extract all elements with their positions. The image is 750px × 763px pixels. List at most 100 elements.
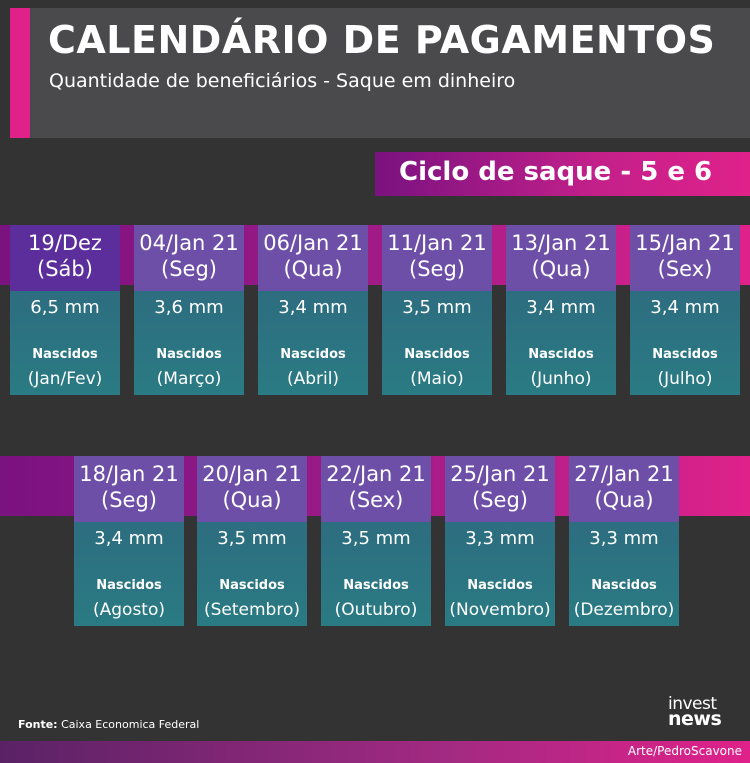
card-quantity: 3,5 mm [217, 528, 287, 549]
page-title: CALENDÁRIO DE PAGAMENTOS [48, 18, 716, 62]
header-panel: CALENDÁRIO DE PAGAMENTOS Quantidade de b… [10, 8, 750, 138]
payment-card: 06/Jan 21 (Qua) 3,4 mm Nascidos (Abril) [258, 225, 368, 395]
investnews-logo: invest news [668, 694, 740, 733]
source-label: Fonte: [18, 718, 58, 731]
card-date: 27/Jan 21 [574, 462, 674, 486]
card-born-label: Nascidos [96, 578, 162, 593]
card-date-header: 11/Jan 21 (Seg) [382, 225, 492, 291]
cycle-banner: Ciclo de saque - 5 e 6 [375, 152, 750, 196]
card-date: 15/Jan 21 [635, 231, 735, 255]
card-born-label: Nascidos [528, 347, 594, 362]
card-weekday: (Seg) [161, 257, 217, 281]
card-date-header: 27/Jan 21 (Qua) [569, 456, 679, 522]
payment-card: 11/Jan 21 (Seg) 3,5 mm Nascidos (Maio) [382, 225, 492, 395]
card-birth-month: (Jan/Fev) [27, 369, 103, 389]
card-body: 3,3 mm Nascidos (Novembro) [445, 522, 555, 626]
card-quantity: 3,5 mm [341, 528, 411, 549]
card-born-label: Nascidos [343, 578, 409, 593]
card-quantity: 6,5 mm [30, 297, 100, 318]
card-born-label: Nascidos [156, 347, 222, 362]
card-birth-month: (Abril) [286, 369, 340, 389]
card-date: 19/Dez [28, 231, 102, 255]
card-date-header: 04/Jan 21 (Seg) [134, 225, 244, 291]
card-date: 04/Jan 21 [139, 231, 239, 255]
card-quantity: 3,4 mm [650, 297, 720, 318]
card-weekday: (Qua) [531, 257, 591, 281]
card-date: 13/Jan 21 [511, 231, 611, 255]
page-subtitle: Quantidade de beneficiários - Saque em d… [49, 70, 516, 92]
card-born-label: Nascidos [467, 578, 533, 593]
card-body: 3,4 mm Nascidos (Julho) [630, 291, 740, 395]
card-quantity: 3,3 mm [465, 528, 535, 549]
card-quantity: 3,4 mm [526, 297, 596, 318]
card-date-header: 06/Jan 21 (Qua) [258, 225, 368, 291]
card-quantity: 3,4 mm [278, 297, 348, 318]
card-quantity: 3,4 mm [94, 528, 164, 549]
card-body: 3,5 mm Nascidos (Outubro) [321, 522, 431, 626]
card-body: 3,4 mm Nascidos (Abril) [258, 291, 368, 395]
card-date-header: 20/Jan 21 (Qua) [197, 456, 307, 522]
payment-card: 22/Jan 21 (Sex) 3,5 mm Nascidos (Outubro… [321, 456, 431, 626]
card-date-header: 19/Dez (Sáb) [10, 225, 120, 291]
card-body: 3,4 mm Nascidos (Junho) [506, 291, 616, 395]
card-birth-month: (Novembro) [449, 600, 551, 620]
card-quantity: 3,6 mm [154, 297, 224, 318]
payment-card: 25/Jan 21 (Seg) 3,3 mm Nascidos (Novembr… [445, 456, 555, 626]
card-birth-month: (Setembro) [203, 600, 300, 620]
card-birth-month: (Junho) [530, 369, 592, 389]
card-birth-month: (Maio) [410, 369, 464, 389]
card-birth-month: (Março) [156, 369, 222, 389]
card-date: 11/Jan 21 [387, 231, 487, 255]
card-birth-month: (Agosto) [92, 600, 165, 620]
logo-line1: invest [668, 694, 717, 714]
card-date: 18/Jan 21 [79, 462, 179, 486]
card-body: 3,4 mm Nascidos (Agosto) [74, 522, 184, 626]
source-text: Caixa Economica Federal [61, 718, 200, 731]
card-born-label: Nascidos [591, 578, 657, 593]
logo-line2: news [668, 708, 722, 730]
card-weekday: (Qua) [222, 488, 282, 512]
card-weekday: (Seg) [101, 488, 157, 512]
card-born-label: Nascidos [404, 347, 470, 362]
card-born-label: Nascidos [652, 347, 718, 362]
card-date-header: 25/Jan 21 (Seg) [445, 456, 555, 522]
card-weekday: (Qua) [283, 257, 343, 281]
payment-card: 13/Jan 21 (Qua) 3,4 mm Nascidos (Junho) [506, 225, 616, 395]
card-weekday: (Qua) [594, 488, 654, 512]
card-weekday: (Sex) [348, 488, 404, 512]
card-body: 3,5 mm Nascidos (Maio) [382, 291, 492, 395]
card-birth-month: (Julho) [657, 369, 713, 389]
card-born-label: Nascidos [32, 347, 98, 362]
header-accent-bar [10, 8, 30, 138]
card-quantity: 3,3 mm [589, 528, 659, 549]
card-date-header: 22/Jan 21 (Sex) [321, 456, 431, 522]
card-date: 20/Jan 21 [202, 462, 302, 486]
footer-bar: Arte/PedroScavone [0, 741, 750, 763]
card-weekday: (Seg) [472, 488, 528, 512]
card-weekday: (Sex) [657, 257, 713, 281]
card-born-label: Nascidos [219, 578, 285, 593]
payment-card: 18/Jan 21 (Seg) 3,4 mm Nascidos (Agosto) [74, 456, 184, 626]
card-weekday: (Sáb) [37, 257, 93, 281]
card-weekday: (Seg) [409, 257, 465, 281]
row1-band [0, 225, 750, 285]
card-body: 3,3 mm Nascidos (Dezembro) [569, 522, 679, 626]
card-date-header: 15/Jan 21 (Sex) [630, 225, 740, 291]
payment-card: 04/Jan 21 (Seg) 3,6 mm Nascidos (Março) [134, 225, 244, 395]
source-note: Fonte: Caixa Economica Federal [18, 718, 199, 731]
card-body: 3,6 mm Nascidos (Março) [134, 291, 244, 395]
card-date-header: 13/Jan 21 (Qua) [506, 225, 616, 291]
card-date: 06/Jan 21 [263, 231, 363, 255]
payment-card: 15/Jan 21 (Sex) 3,4 mm Nascidos (Julho) [630, 225, 740, 395]
card-born-label: Nascidos [280, 347, 346, 362]
card-birth-month: (Outubro) [334, 600, 418, 620]
card-date-header: 18/Jan 21 (Seg) [74, 456, 184, 522]
card-body: 6,5 mm Nascidos (Jan/Fev) [10, 291, 120, 395]
card-quantity: 3,5 mm [402, 297, 472, 318]
cycle-label: Ciclo de saque - 5 e 6 [399, 157, 713, 187]
payment-card: 19/Dez (Sáb) 6,5 mm Nascidos (Jan/Fev) [10, 225, 120, 395]
card-date: 25/Jan 21 [450, 462, 550, 486]
payment-card: 20/Jan 21 (Qua) 3,5 mm Nascidos (Setembr… [197, 456, 307, 626]
card-date: 22/Jan 21 [326, 462, 426, 486]
payment-card: 27/Jan 21 (Qua) 3,3 mm Nascidos (Dezembr… [569, 456, 679, 626]
